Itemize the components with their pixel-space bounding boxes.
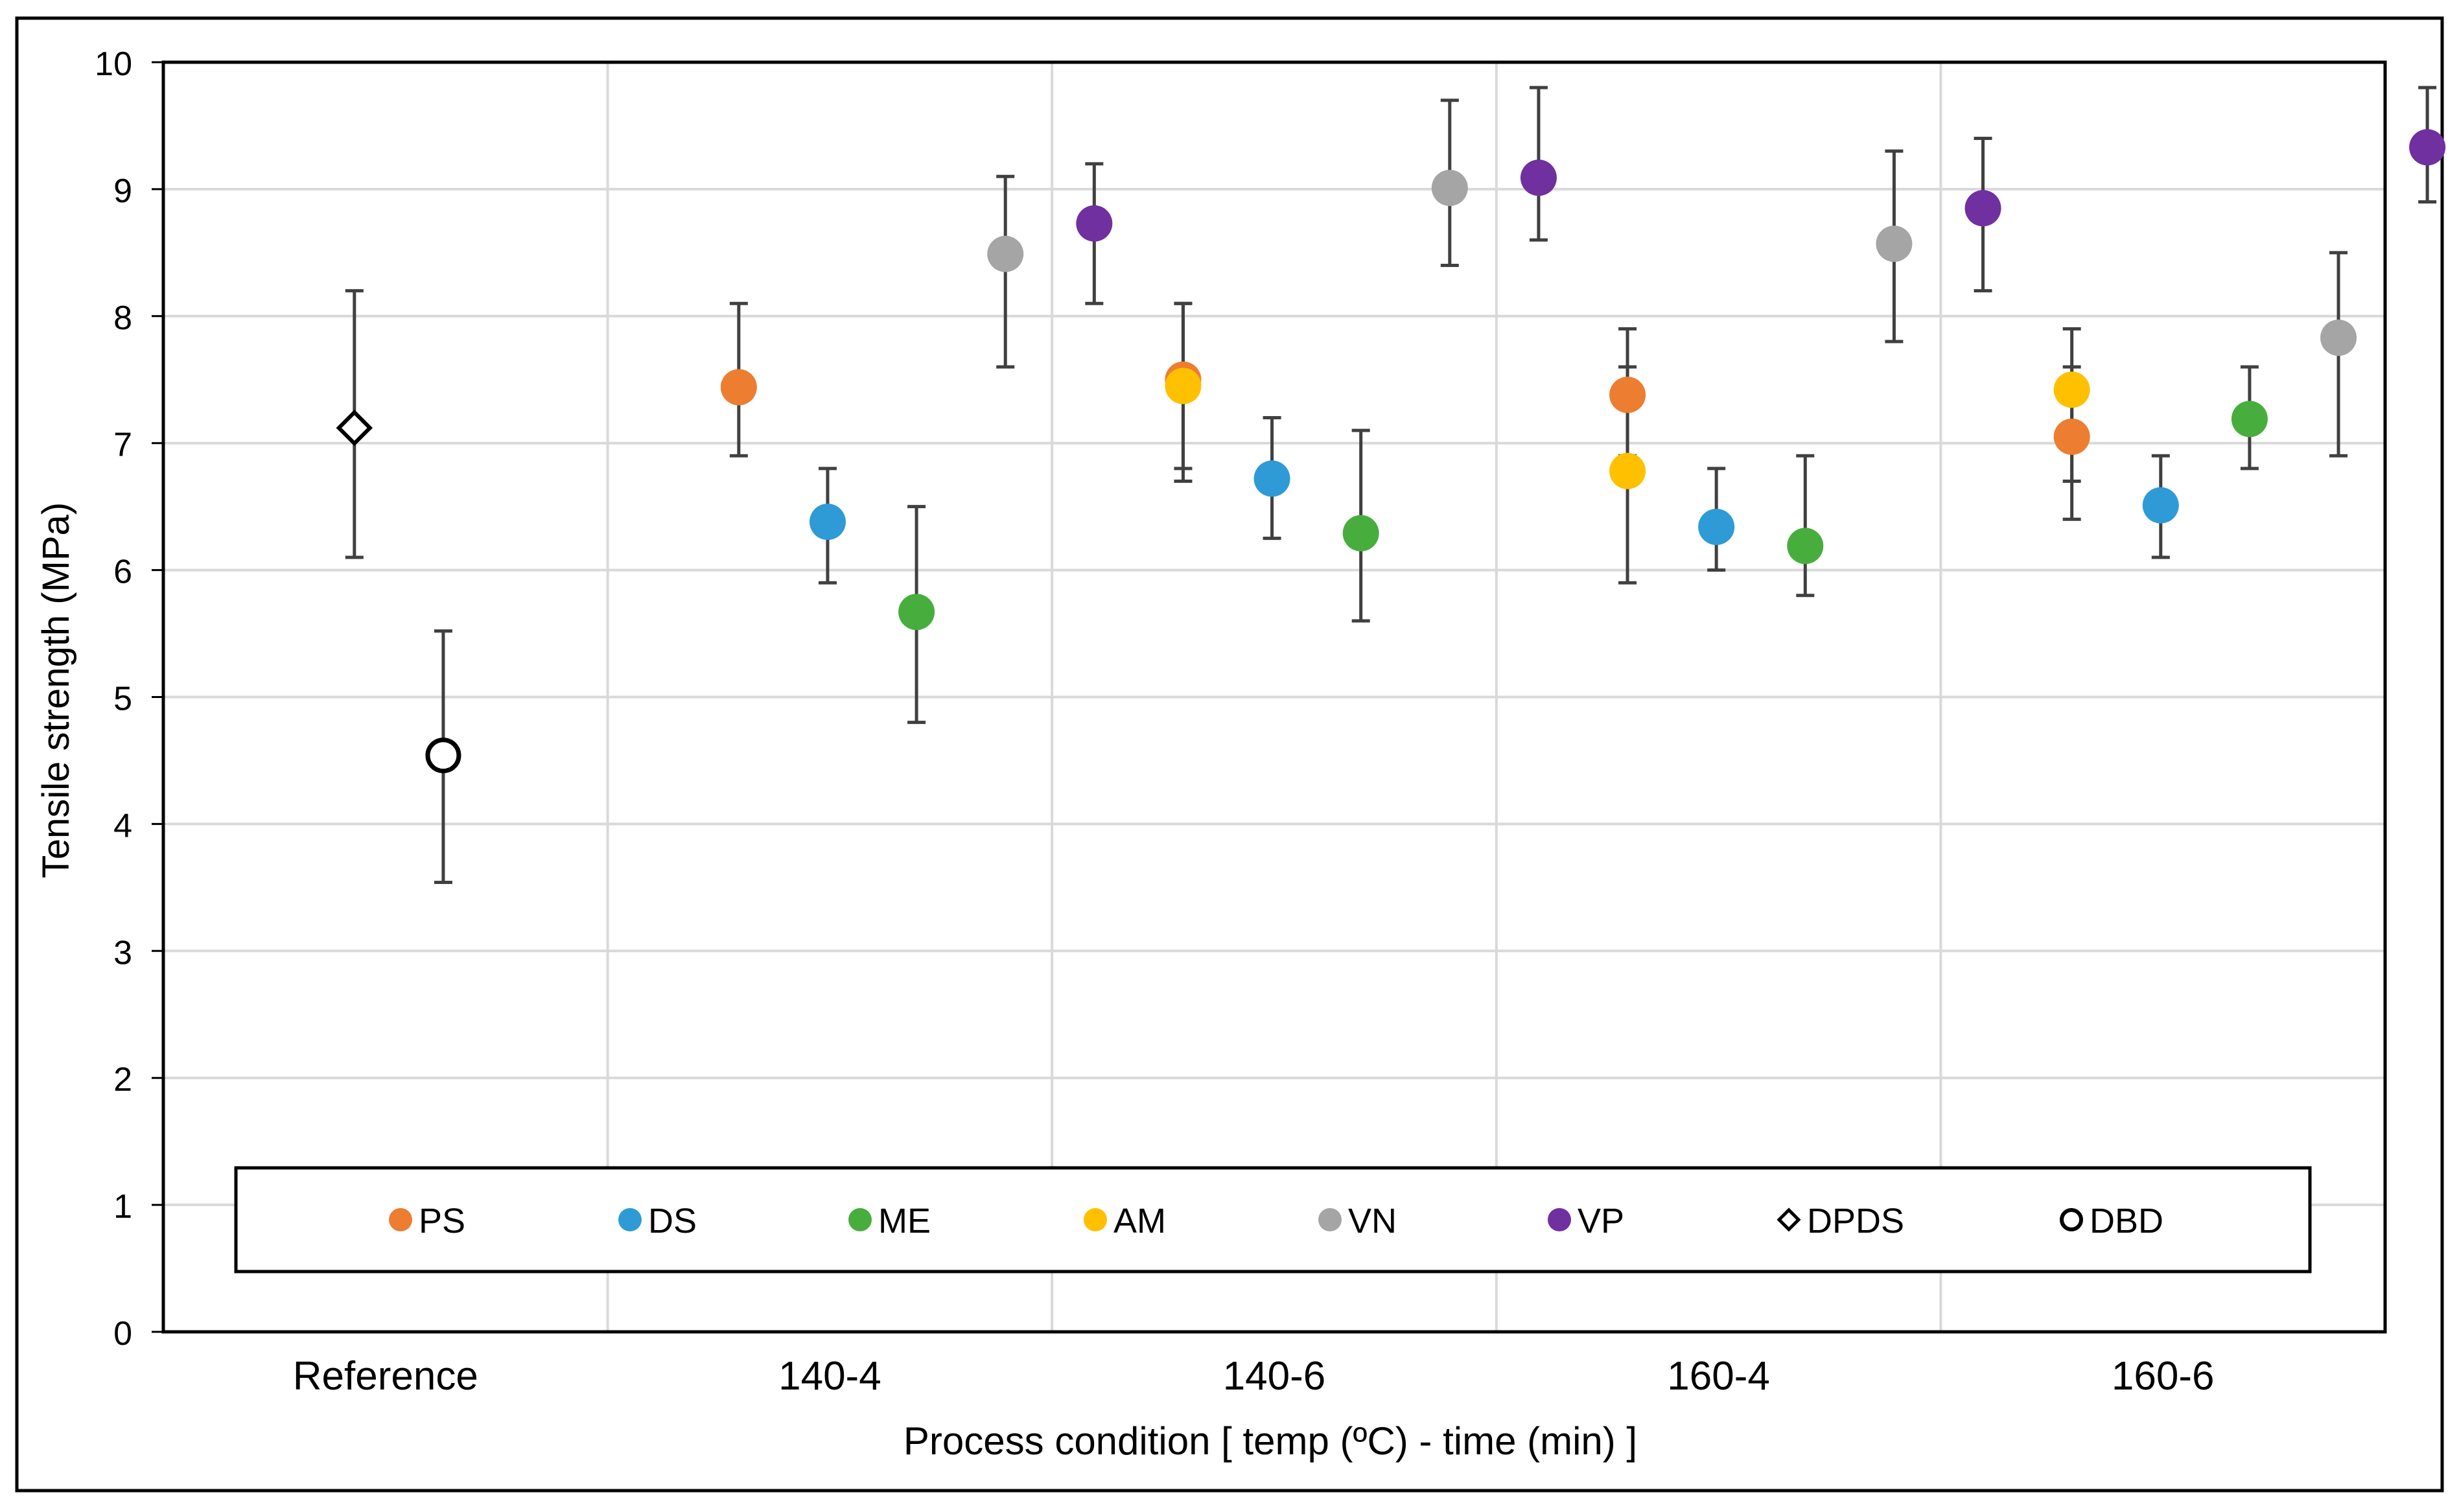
legend-label-me: ME (878, 1202, 931, 1240)
legend-item-dbd: DBD (2060, 1202, 2163, 1240)
point-ds (1698, 508, 1735, 545)
legend-label-ds: DS (648, 1202, 697, 1240)
point-ps (1609, 377, 1646, 413)
x-axis-title: Process condition [ temp (ºC) - time (mi… (903, 1419, 1637, 1463)
point-ps (2053, 418, 2090, 455)
point-dpds (336, 409, 373, 447)
x-tick-label: 160-6 (2112, 1354, 2215, 1399)
x-tick-label: Reference (293, 1354, 478, 1399)
point-vn (987, 235, 1024, 272)
x-tick-label: 160-4 (1667, 1354, 1770, 1399)
legend-item-me: ME (848, 1202, 931, 1240)
y-tick-label: 3 (113, 934, 132, 971)
legend-item-vp: VP (1548, 1202, 1624, 1240)
point-me (1342, 515, 1379, 552)
point-vp (1520, 159, 1557, 196)
axes-layer: 0 1 2 3 4 5 6 7 8 9 10 Reference 140-4 140-6 160-4 160-… (95, 45, 2387, 1399)
legend-label-vp: VP (1578, 1202, 1624, 1240)
legend-label-am: AM (1113, 1202, 1166, 1240)
legend-marker-me (848, 1208, 872, 1231)
y-tick-label: 4 (113, 807, 132, 844)
y-tick-label: 10 (95, 45, 132, 83)
legend-label-ps: PS (419, 1202, 465, 1240)
point-ps (720, 369, 757, 406)
legend: PS DS ME AM VN VP DPDS DBD (234, 1166, 2312, 1274)
plot-area-frame (161, 60, 2387, 1334)
point-me (2231, 401, 2268, 437)
legend-item-ps: PS (389, 1202, 465, 1240)
point-am (2053, 371, 2090, 408)
y-axis-title: Tensile strength (MPa) (35, 502, 77, 878)
point-dbd (425, 738, 461, 774)
y-tick-label: 8 (113, 299, 132, 337)
legend-marker-dpds (1777, 1207, 1801, 1232)
legend-marker-am (1084, 1208, 1107, 1231)
legend-item-dpds: DPDS (1777, 1202, 1904, 1240)
point-vp (1964, 190, 2001, 227)
legend-marker-vp (1548, 1208, 1571, 1231)
legend-marker-vn (1318, 1208, 1342, 1231)
y-tick-label: 2 (113, 1061, 132, 1099)
legend-item-vn: VN (1318, 1202, 1397, 1240)
legend-label-vn: VN (1348, 1202, 1397, 1240)
points-layer (336, 129, 2446, 774)
legend-label-dpds: DPDS (1807, 1202, 1904, 1240)
legend-box (234, 1166, 2312, 1274)
point-ds (1253, 460, 1290, 497)
point-me (898, 594, 935, 631)
legend-marker-ds (618, 1208, 642, 1231)
point-am (1609, 452, 1646, 489)
y-tick-label: 7 (113, 426, 132, 464)
point-vn (1876, 226, 1913, 262)
legend-marker-ps (389, 1208, 412, 1231)
point-ds (809, 504, 846, 541)
y-tick-label: 0 (113, 1315, 132, 1353)
legend-item-ds: DS (618, 1202, 697, 1240)
y-tick-label: 9 (113, 172, 132, 210)
point-vp (1076, 205, 1113, 242)
x-tick-label: 140-6 (1223, 1354, 1326, 1399)
point-ds (2142, 487, 2179, 524)
legend-item-am: AM (1084, 1202, 1166, 1240)
point-am (1165, 367, 1202, 404)
legend-label-dbd: DBD (2090, 1202, 2163, 1240)
x-tick-label: 140-4 (778, 1354, 881, 1399)
point-vp (2409, 129, 2446, 166)
y-tick-label: 5 (113, 680, 132, 718)
y-tick-label: 6 (113, 553, 132, 591)
point-me (1787, 528, 1824, 564)
y-tick-label: 1 (113, 1188, 132, 1226)
legend-marker-dbd (2060, 1208, 2083, 1231)
point-vn (1431, 169, 1468, 206)
point-vn (2320, 320, 2357, 356)
